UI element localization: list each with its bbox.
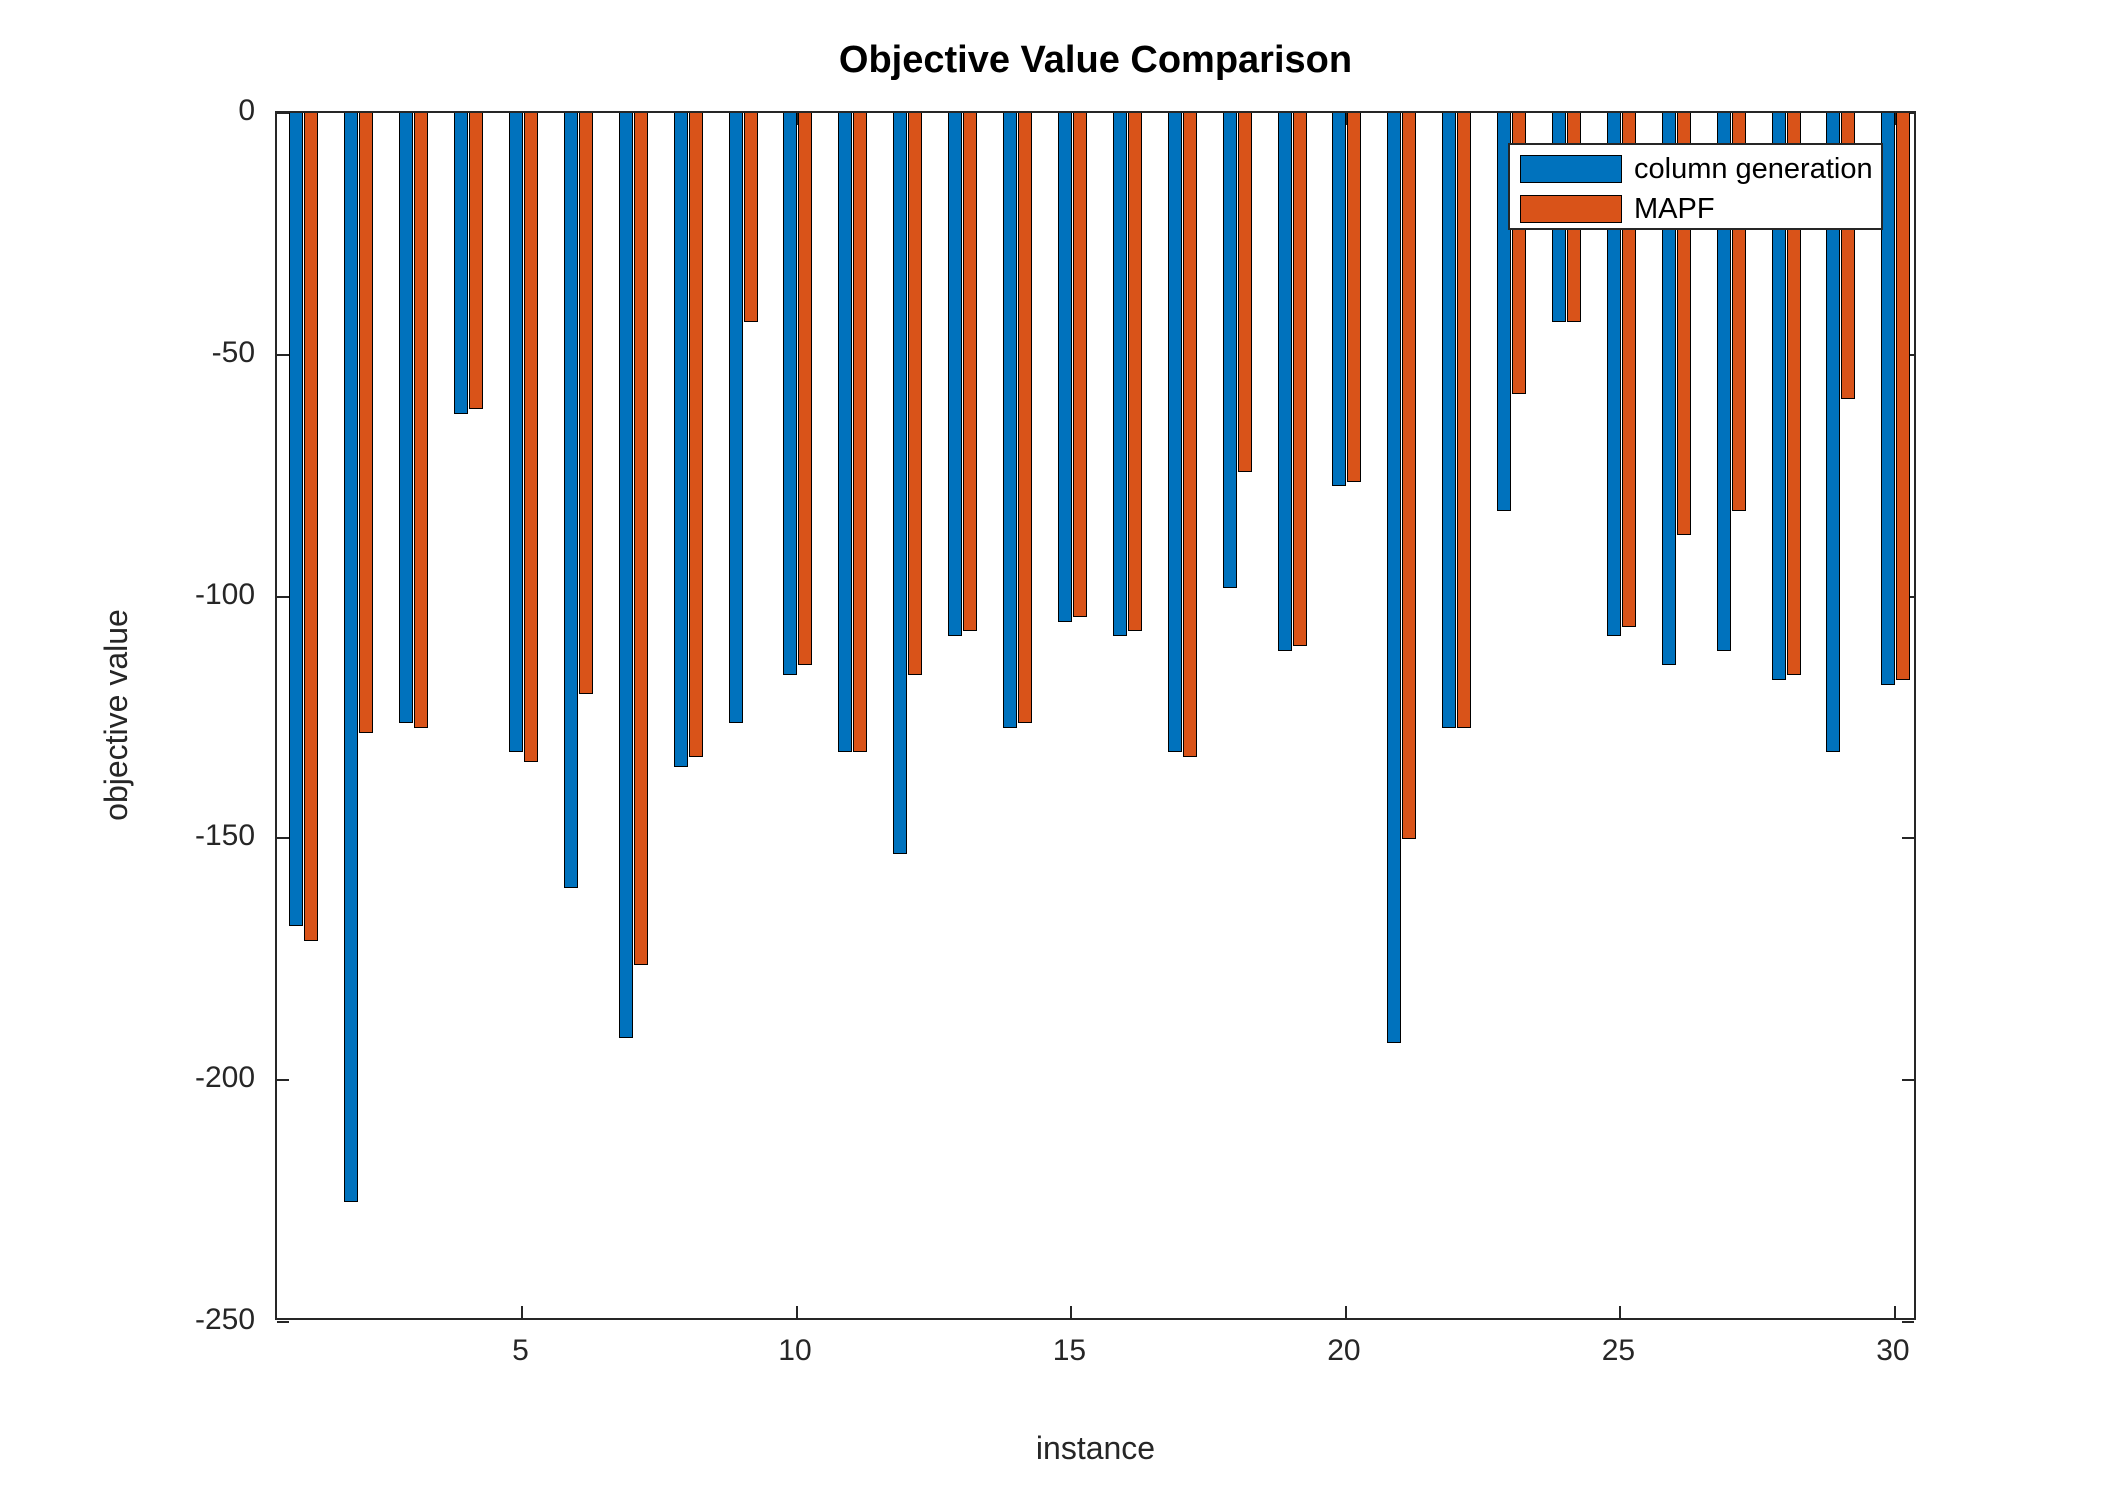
y-tick-label: -250 [194, 1303, 255, 1336]
bar-column-generation-20 [1332, 113, 1347, 487]
bar-column-generation-10 [783, 113, 798, 675]
bar-mapf-14 [1018, 113, 1033, 724]
bar-mapf-3 [414, 113, 429, 729]
bar-mapf-20 [1347, 113, 1362, 482]
bar-column-generation-23 [1497, 113, 1512, 511]
legend-label-column-generation: column generation [1634, 153, 1873, 185]
bar-mapf-8 [688, 113, 703, 758]
bar-column-generation-27 [1716, 113, 1731, 651]
bar-column-generation-3 [399, 113, 414, 724]
y-tick-mark [277, 837, 289, 840]
legend-item-column-generation: column generation [1510, 155, 1881, 185]
y-tick-mark [1902, 837, 1914, 840]
bar-mapf-4 [469, 113, 484, 409]
bar-column-generation-26 [1661, 113, 1676, 666]
bar-mapf-10 [798, 113, 813, 666]
y-tick-mark [1902, 1079, 1914, 1082]
x-tick-mark [1344, 1306, 1347, 1318]
plot-area [275, 111, 1916, 1323]
bar-mapf-17 [1182, 113, 1197, 758]
bar-column-generation-19 [1277, 113, 1292, 651]
bar-mapf-1 [304, 113, 319, 941]
y-tick-label: 0 [238, 94, 255, 127]
y-tick-label: -200 [194, 1061, 255, 1095]
x-tick-mark [521, 1306, 524, 1318]
bar-mapf-7 [633, 113, 648, 966]
bar-mapf-5 [523, 113, 538, 763]
bar-column-generation-29 [1826, 113, 1841, 753]
bar-column-generation-22 [1442, 113, 1457, 729]
bar-column-generation-7 [618, 113, 633, 1038]
bar-mapf-30 [1896, 113, 1911, 680]
bar-mapf-11 [853, 113, 868, 753]
y-tick-label: -150 [194, 819, 255, 853]
bar-column-generation-4 [454, 113, 469, 414]
y-tick-mark [277, 1321, 289, 1323]
bar-column-generation-14 [1003, 113, 1018, 729]
x-tick-label: 5 [512, 1334, 529, 1367]
x-tick-label: 10 [778, 1334, 812, 1367]
bar-column-generation-6 [563, 113, 578, 888]
y-tick-mark [277, 353, 289, 356]
y-tick-mark [277, 112, 289, 114]
y-tick-mark [1902, 1321, 1914, 1323]
legend-swatch-column-generation [1520, 155, 1622, 183]
bar-column-generation-8 [673, 113, 688, 767]
bar-column-generation-12 [893, 113, 908, 854]
bar-column-generation-28 [1771, 113, 1786, 680]
x-tick-mark [1893, 1306, 1896, 1318]
bar-mapf-25 [1621, 113, 1636, 627]
x-tick-label: 30 [1876, 1334, 1910, 1367]
bar-mapf-28 [1786, 113, 1801, 675]
y-tick-label: -50 [211, 335, 255, 369]
bar-column-generation-18 [1222, 113, 1237, 588]
bar-mapf-6 [578, 113, 593, 695]
bar-mapf-19 [1292, 113, 1307, 646]
bar-column-generation-9 [728, 113, 743, 724]
y-axis-label: objective value [98, 609, 134, 821]
x-tick-label: 25 [1601, 1334, 1636, 1367]
x-tick-label: 15 [1052, 1334, 1087, 1367]
bar-mapf-13 [963, 113, 978, 632]
bar-mapf-21 [1402, 113, 1417, 840]
bar-column-generation-25 [1606, 113, 1621, 637]
bar-column-generation-5 [508, 113, 523, 753]
bar-mapf-12 [908, 113, 923, 675]
bar-mapf-18 [1237, 113, 1252, 472]
y-tick-label: -100 [194, 577, 255, 611]
bar-mapf-15 [1072, 113, 1087, 617]
bar-mapf-9 [743, 113, 758, 322]
legend-label-mapf: MAPF [1634, 193, 1715, 225]
legend-swatch-mapf [1520, 195, 1622, 223]
bar-column-generation-17 [1167, 113, 1182, 753]
bar-column-generation-16 [1112, 113, 1127, 637]
x-tick-label: 20 [1327, 1334, 1361, 1367]
bar-column-generation-11 [838, 113, 853, 753]
legend: column generation MAPF [1508, 143, 1883, 230]
legend-item-mapf: MAPF [1510, 195, 1881, 225]
bar-column-generation-15 [1057, 113, 1072, 622]
x-tick-mark [795, 1306, 798, 1318]
x-axis-label: instance [1035, 1430, 1156, 1466]
chart-title: Objective Value Comparison [838, 39, 1353, 81]
bar-column-generation-13 [948, 113, 963, 637]
bar-column-generation-30 [1881, 113, 1896, 685]
bar-mapf-22 [1457, 113, 1472, 729]
x-tick-mark [1619, 1306, 1622, 1318]
bar-mapf-16 [1127, 113, 1142, 632]
x-tick-mark [1070, 1306, 1073, 1318]
bar-mapf-2 [359, 113, 374, 733]
bar-column-generation-1 [289, 113, 304, 927]
bar-column-generation-2 [344, 113, 359, 1203]
bar-column-generation-21 [1387, 113, 1402, 1043]
y-tick-mark [277, 1079, 289, 1082]
y-tick-mark [277, 595, 289, 598]
